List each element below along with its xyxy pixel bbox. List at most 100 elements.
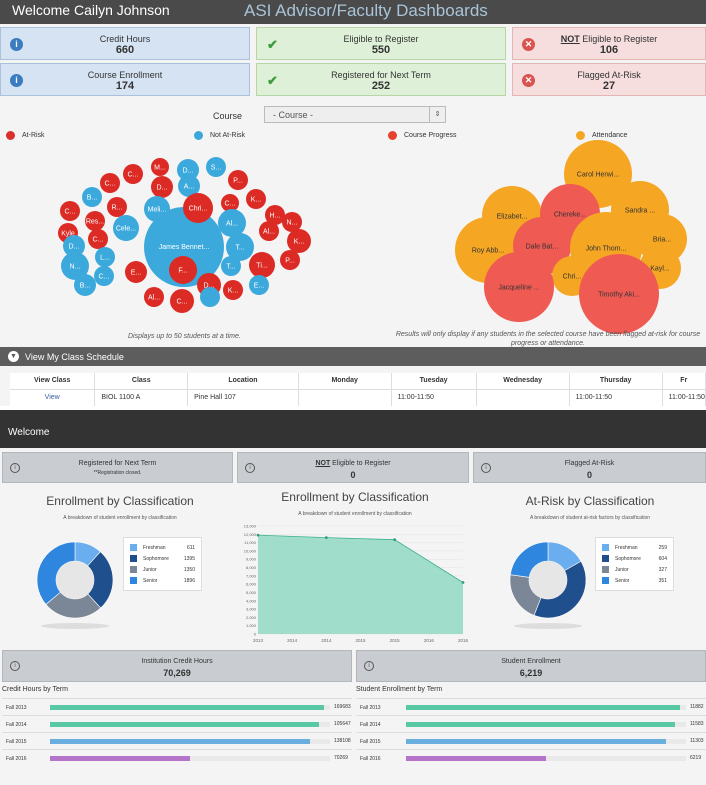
student-bubble[interactable] (249, 275, 269, 295)
student-bubble[interactable] (206, 157, 226, 177)
student-bubble[interactable] (280, 250, 300, 270)
student-bubble[interactable] (144, 287, 164, 307)
flagged-institution-card[interactable]: i Flagged At-Risk 0 (473, 452, 706, 483)
data-point[interactable] (324, 536, 328, 540)
student-bubble[interactable] (484, 252, 554, 322)
student-bubble[interactable] (95, 247, 115, 267)
institution-header: Welcome (0, 410, 706, 448)
student-bubble-label: E... (131, 270, 142, 277)
student-bubble[interactable] (85, 211, 105, 231)
student-bubble[interactable] (282, 212, 302, 232)
enrollment-donut-chart[interactable] (30, 530, 120, 630)
student-bubble[interactable] (61, 252, 89, 280)
bar-fill[interactable] (406, 722, 675, 727)
student-bubble[interactable] (170, 289, 194, 313)
student-bubble[interactable] (223, 280, 243, 300)
data-point[interactable] (393, 538, 397, 542)
student-bubble[interactable] (144, 196, 170, 222)
course-enrollment-card[interactable]: i Course Enrollment 174 (0, 63, 250, 96)
flagged-card[interactable]: ✕ Flagged At-Risk 27 (512, 63, 706, 96)
student-bubble[interactable] (60, 201, 80, 221)
student-bubble[interactable] (82, 187, 102, 207)
student-bubble[interactable] (200, 287, 220, 307)
student-bubble[interactable] (570, 212, 642, 284)
view-link[interactable]: View (44, 394, 60, 402)
student-bubble[interactable] (265, 205, 285, 225)
student-bubble[interactable] (540, 184, 600, 244)
student-bubble[interactable] (88, 229, 108, 249)
student-bubble-label: D... (183, 168, 194, 175)
bar-value-label: 138108 (334, 738, 351, 744)
student-bubble[interactable] (177, 159, 199, 181)
student-bubble[interactable] (221, 194, 239, 212)
student-bubble[interactable] (221, 256, 241, 276)
not-eligible-institution-card[interactable]: i NOT Eligible to Register 0 (237, 452, 469, 483)
course-select[interactable]: - Course - ⇕ (264, 106, 446, 123)
column-header: Thursday (569, 373, 663, 389)
card-label: Registered for Next Term (331, 70, 431, 80)
student-bubble[interactable] (169, 256, 197, 284)
registered-next-term-card[interactable]: i Registered for Next Term **Registratio… (2, 452, 233, 483)
student-bubble[interactable] (564, 140, 632, 208)
info-icon: i (10, 463, 20, 473)
student-bubble[interactable] (455, 217, 521, 283)
student-bubble[interactable] (259, 221, 279, 241)
student-bubble-label: D... (157, 185, 168, 192)
enrollment-area-chart[interactable]: 13,000 12,000 11,000 10,000 9,000 8,000 7,000 6… (236, 520, 468, 644)
student-bubble[interactable] (197, 273, 221, 297)
student-enrollment-card[interactable]: i Student Enrollment 6,219 (356, 650, 706, 682)
bar-fill[interactable] (50, 739, 311, 744)
registered-card[interactable]: ✔ Registered for Next Term 252 (256, 63, 506, 96)
credit-hours-card[interactable]: i Credit Hours 660 (0, 27, 250, 60)
card-value: 0 (586, 470, 592, 480)
data-point[interactable] (256, 533, 260, 537)
student-bubble[interactable] (100, 173, 120, 193)
student-bubble[interactable] (639, 247, 681, 289)
student-bubble[interactable] (63, 235, 85, 257)
student-bubble[interactable] (246, 189, 266, 209)
bar-fill[interactable] (406, 756, 546, 761)
eligible-card[interactable]: ✔ Eligible to Register 550 (256, 27, 506, 60)
not-eligible-card[interactable]: ✕ NOT Eligible to Register 106 (512, 27, 706, 60)
column-header: Wednesday (476, 373, 570, 389)
institution-credit-hours-card[interactable]: i Institution Credit Hours 70,269 (2, 650, 352, 682)
student-bubble[interactable] (287, 229, 311, 253)
student-bubble[interactable] (107, 197, 127, 217)
student-bubble[interactable] (178, 175, 200, 197)
bar-fill[interactable] (406, 705, 681, 710)
legend-count: 1395 (183, 555, 195, 562)
bar-value-label: 11303 (690, 738, 704, 744)
student-bubble[interactable] (218, 209, 246, 237)
student-bubble[interactable] (579, 254, 659, 334)
student-bubble[interactable] (482, 186, 542, 246)
student-bubble[interactable] (125, 261, 147, 283)
student-bubble[interactable] (74, 274, 96, 296)
student-bubble[interactable] (123, 164, 143, 184)
student-bubble[interactable] (228, 170, 248, 190)
student-bubble[interactable] (144, 207, 224, 287)
bar-fill[interactable] (406, 739, 667, 744)
student-bubble[interactable] (552, 256, 592, 296)
student-bubble[interactable] (637, 214, 687, 264)
not-text: NOT (315, 460, 331, 467)
legend-name: Junior (143, 566, 157, 573)
student-bubble-label: Sandra ... (625, 208, 655, 215)
bar-fill[interactable] (50, 722, 319, 727)
student-bubble[interactable] (513, 217, 571, 275)
data-point[interactable] (461, 581, 465, 584)
risk-donut-chart[interactable] (503, 530, 593, 630)
student-bubble[interactable] (151, 158, 169, 176)
bar-fill[interactable] (50, 756, 190, 761)
student-bubble[interactable] (94, 266, 114, 286)
enrollment-donut-subtitle: A breakdown of student enrollment by cla… (63, 515, 177, 521)
bar-fill[interactable] (50, 705, 325, 710)
student-bubble[interactable] (249, 252, 275, 278)
class-schedule-toggle[interactable]: ▼ View My Class Schedule (0, 347, 706, 366)
student-bubble[interactable] (226, 233, 254, 261)
student-bubble[interactable] (58, 223, 78, 243)
risk-donut-subtitle: A breakdown of student at-risk factors b… (529, 515, 651, 521)
student-bubble[interactable] (183, 193, 213, 223)
student-bubble[interactable] (113, 215, 139, 241)
student-bubble[interactable] (611, 181, 669, 239)
student-bubble[interactable] (151, 176, 173, 198)
